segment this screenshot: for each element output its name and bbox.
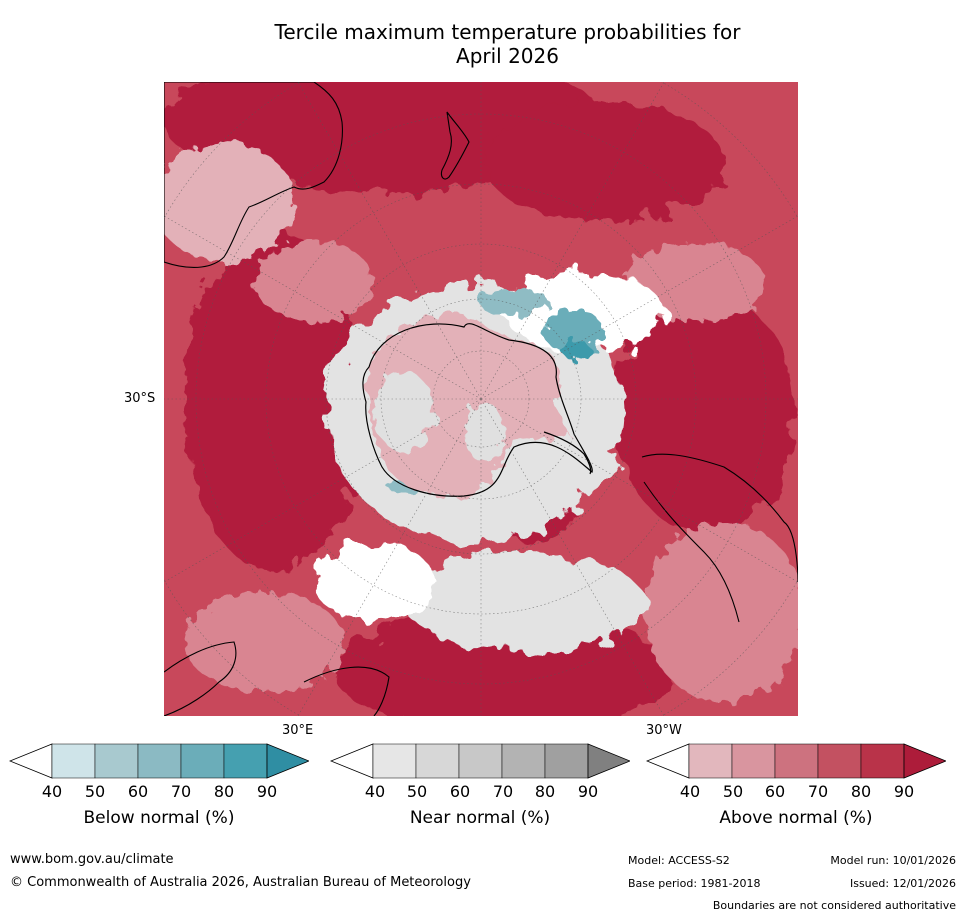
map-svg xyxy=(164,82,798,716)
tick-label: 70 xyxy=(492,782,514,801)
above-50-patch-nw xyxy=(164,142,294,262)
tick-label: 60 xyxy=(764,782,786,801)
colorbar-segment xyxy=(860,743,905,779)
tick-label: 90 xyxy=(893,782,915,801)
colorbar-segment xyxy=(94,743,139,779)
colorbar-below-svg xyxy=(9,743,309,779)
south-america-coastline xyxy=(641,453,798,623)
antarctica-near-normal-patch xyxy=(374,372,434,452)
meridian-60e xyxy=(164,398,482,583)
disclaimer-text: Boundaries are not considered authoritat… xyxy=(712,899,956,912)
tick-label: 50 xyxy=(84,782,106,801)
colorbar-extend-high xyxy=(587,743,630,779)
lat-label-30s: 30°S xyxy=(124,391,156,406)
title-line-1: Tercile maximum temperature probabilitie… xyxy=(274,20,741,44)
colorbar-segment xyxy=(688,743,733,779)
lon-label-30e: 30°E xyxy=(282,723,314,738)
meridian-120e xyxy=(164,215,482,400)
tick-label: 80 xyxy=(850,782,872,801)
meridian-60w xyxy=(480,398,798,583)
above-90-region-ne xyxy=(484,102,724,222)
antarctica-interior xyxy=(367,314,575,497)
colorbar-above-normal: 40 50 60 70 80 90 Above normal (%) xyxy=(646,742,946,852)
tick-label: 90 xyxy=(577,782,599,801)
tick-label: 40 xyxy=(41,782,63,801)
below-normal-core xyxy=(562,340,590,360)
meridian-150e xyxy=(297,82,482,400)
australia-coastline xyxy=(164,82,343,268)
meridian-120w xyxy=(480,215,798,400)
base-period-text: Base period: 1981-2018 xyxy=(628,877,761,890)
colorbar-segment xyxy=(372,743,417,779)
lon-label-30w: 30°W xyxy=(646,723,682,738)
below-normal-patch-1 xyxy=(479,288,549,316)
tick-label: 50 xyxy=(406,782,428,801)
graticule xyxy=(164,82,798,716)
antarctic-peninsula-coast xyxy=(543,431,592,475)
meridian-30w xyxy=(480,398,665,716)
colorbar-segment xyxy=(544,743,589,779)
tick-label: 60 xyxy=(127,782,149,801)
antarctica-coastline xyxy=(362,323,593,497)
above-90-region-east xyxy=(614,292,794,532)
tick-label: 70 xyxy=(807,782,829,801)
tick-label: 90 xyxy=(256,782,278,801)
colorbar-near-title: Near normal (%) xyxy=(409,808,551,828)
colorbar-extend-low xyxy=(330,743,374,779)
new-zealand-coastline xyxy=(440,111,470,180)
colorbar-segment xyxy=(458,743,503,779)
colorbar-extend-low xyxy=(9,743,53,779)
colorbar-segment xyxy=(817,743,862,779)
colorbar-below-title: Below normal (%) xyxy=(83,808,235,828)
near-normal-south xyxy=(404,552,644,652)
below-normal-patch-2 xyxy=(544,310,604,354)
colorbar-below-normal: 40 50 60 70 80 90 Below normal (%) xyxy=(9,742,309,852)
colorbar-extend-high xyxy=(903,743,946,779)
colorbar-segment xyxy=(501,743,546,779)
above-60-patch-sw xyxy=(184,592,344,692)
colorbar-segment xyxy=(223,743,268,779)
colorbar-segment xyxy=(51,743,96,779)
colorbar-above-svg xyxy=(646,743,946,779)
tick-label: 60 xyxy=(449,782,471,801)
model-run-text: Model run: 10/01/2026 xyxy=(830,854,956,867)
colorbar-segment xyxy=(180,743,225,779)
tick-label: 40 xyxy=(679,782,701,801)
colorbar-near-normal: 40 50 60 70 80 90 Near normal (%) xyxy=(330,742,630,852)
colorbar-extend-low xyxy=(646,743,690,779)
meridian-150w xyxy=(480,82,665,400)
map-title: Tercile maximum temperature probabilitie… xyxy=(0,20,965,68)
title-line-2: April 2026 xyxy=(456,44,559,68)
latitude-circle-60s xyxy=(325,243,637,555)
above-60-patch-w xyxy=(254,242,374,322)
issued-text: Issued: 12/01/2026 xyxy=(849,877,956,890)
colorbar-near-svg xyxy=(330,743,630,779)
colorbar-segment xyxy=(774,743,819,779)
africa-coastline xyxy=(164,641,390,716)
colorbar-above-ticks: 40 50 60 70 80 90 xyxy=(646,782,946,802)
colorbar-extend-high xyxy=(266,743,309,779)
probability-map xyxy=(164,82,798,716)
above-60-patch-se xyxy=(644,522,798,702)
copyright-text: © Commonwealth of Australia 2026, Austra… xyxy=(10,875,471,890)
colorbar-above-title: Above normal (%) xyxy=(719,808,873,828)
tick-label: 70 xyxy=(170,782,192,801)
tick-label: 80 xyxy=(213,782,235,801)
tick-label: 80 xyxy=(534,782,556,801)
colorbar-near-ticks: 40 50 60 70 80 90 xyxy=(330,782,630,802)
website-link[interactable]: www.bom.gov.au/climate xyxy=(10,852,174,867)
colorbar-segment xyxy=(415,743,460,779)
meridian-30e xyxy=(297,398,482,716)
model-text: Model: ACCESS-S2 xyxy=(628,854,730,867)
white-patch-sw xyxy=(314,542,434,622)
antarctica-near-normal-patch-2 xyxy=(464,402,504,462)
tick-label: 50 xyxy=(722,782,744,801)
colorbar-segment xyxy=(137,743,182,779)
colorbar-segment xyxy=(731,743,776,779)
tick-label: 40 xyxy=(364,782,386,801)
colorbar-below-ticks: 40 50 60 70 80 90 xyxy=(9,782,309,802)
latitude-circle-50s xyxy=(265,183,697,615)
